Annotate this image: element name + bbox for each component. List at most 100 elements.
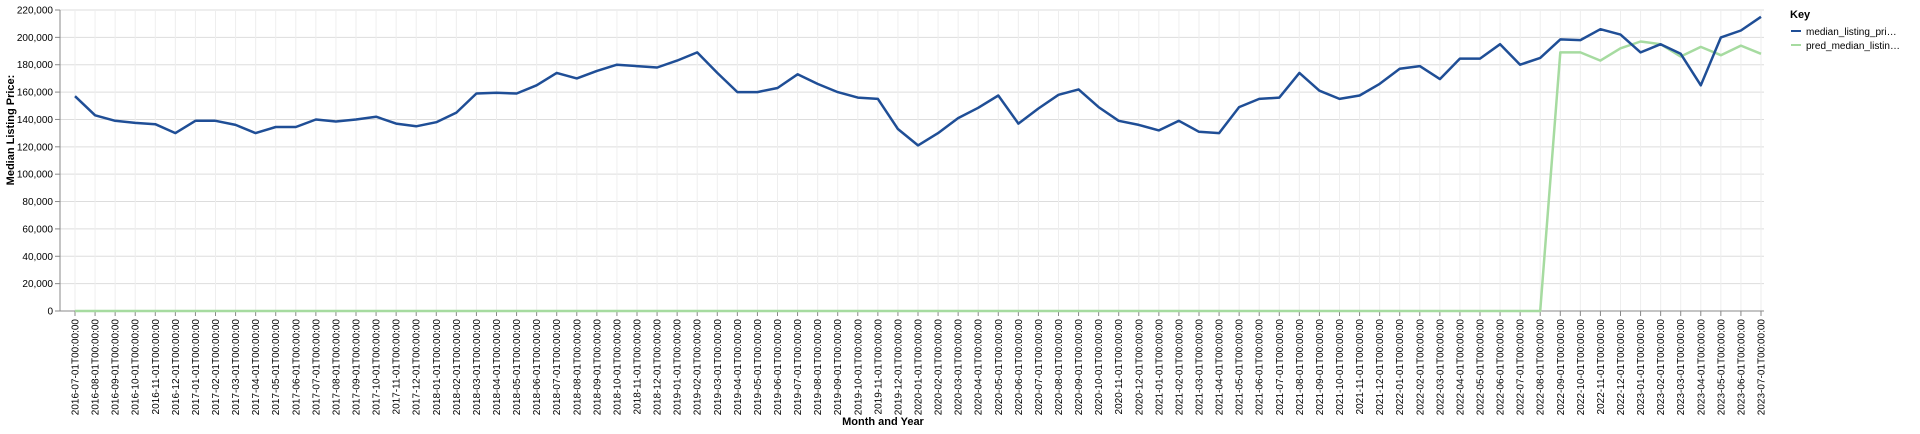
- legend-title: Key: [1790, 9, 1811, 21]
- x-axis: 2016-07-01T00:00:00 2016-08-01T00:00:00 20…: [60, 310, 1768, 416]
- x-tick-label: 2017-10-01T00:00:00: [372, 319, 383, 416]
- x-tick-label: 2020-12-01T00:00:00: [1134, 319, 1145, 416]
- grid-lines: [60, 9, 1764, 312]
- x-tick-label: 2017-06-01T00:00:00: [291, 319, 302, 416]
- x-tick-label: 2021-09-01T00:00:00: [1315, 319, 1326, 416]
- x-tick-label: 2020-08-01T00:00:00: [1054, 319, 1065, 416]
- x-axis-title: Month and Year: [842, 416, 924, 428]
- series-line-pred: [75, 40, 1762, 313]
- y-tick-label: 200,000: [17, 33, 54, 44]
- y-axis: 0 20,000 40,000 60,000 80,000 100,000 120,000 1…: [17, 6, 61, 318]
- x-tick-label: 2017-04-01T00:00:00: [251, 319, 262, 416]
- x-tick-label: 2022-10-01T00:00:00: [1576, 319, 1587, 416]
- y-tick-label: 160,000: [17, 88, 54, 99]
- x-tick-label: 2023-04-01T00:00:00: [1696, 319, 1707, 416]
- y-tick-label: 140,000: [17, 115, 54, 126]
- x-tick-label: 2021-02-01T00:00:00: [1174, 319, 1185, 416]
- x-tick-label: 2022-05-01T00:00:00: [1476, 319, 1487, 416]
- legend-label-median: median_listing_pri…: [1806, 27, 1897, 38]
- y-tick-label: 20,000: [22, 279, 53, 290]
- x-tick-label: 2019-03-01T00:00:00: [713, 319, 724, 416]
- x-tick-label: 2019-02-01T00:00:00: [693, 319, 704, 416]
- x-tick-label: 2020-10-01T00:00:00: [1094, 319, 1105, 416]
- x-tick-label: 2020-07-01T00:00:00: [1034, 319, 1045, 416]
- x-tick-label: 2021-12-01T00:00:00: [1375, 319, 1386, 416]
- x-tick-label: 2021-01-01T00:00:00: [1154, 319, 1165, 416]
- x-tick-label: 2019-04-01T00:00:00: [733, 319, 744, 416]
- x-tick-label: 2021-05-01T00:00:00: [1235, 319, 1246, 416]
- y-tick-label: 40,000: [22, 252, 53, 263]
- x-tick-label: 2017-05-01T00:00:00: [271, 319, 282, 416]
- x-tick-label: 2022-04-01T00:00:00: [1455, 319, 1466, 416]
- x-tick-label: 2016-10-01T00:00:00: [131, 319, 142, 416]
- x-tick-label: 2018-08-01T00:00:00: [572, 319, 583, 416]
- series-line-median: [74, 15, 1762, 147]
- x-tick-label: 2017-12-01T00:00:00: [412, 319, 423, 416]
- x-tick-label: 2023-05-01T00:00:00: [1716, 319, 1727, 416]
- y-tick-label: 80,000: [22, 197, 53, 208]
- y-tick-label: 120,000: [17, 142, 54, 153]
- y-tick-label: 0: [47, 307, 53, 318]
- x-tick-label: 2016-07-01T00:00:00: [71, 319, 82, 416]
- x-tick-label: 2016-08-01T00:00:00: [91, 319, 102, 416]
- x-tick-label: 2022-06-01T00:00:00: [1496, 319, 1507, 416]
- x-tick-label: 2018-03-01T00:00:00: [472, 319, 483, 416]
- x-tick-label: 2022-09-01T00:00:00: [1556, 319, 1567, 416]
- x-tick-label: 2021-04-01T00:00:00: [1215, 319, 1226, 416]
- x-tick-label: 2021-08-01T00:00:00: [1295, 319, 1306, 416]
- x-tick-label: 2020-03-01T00:00:00: [954, 319, 965, 416]
- x-tick-label: 2018-09-01T00:00:00: [592, 319, 603, 416]
- x-tick-label: 2020-02-01T00:00:00: [934, 319, 945, 416]
- x-tick-label: 2016-11-01T00:00:00: [151, 319, 162, 415]
- x-tick-label: 2019-06-01T00:00:00: [773, 319, 784, 416]
- x-tick-label: 2017-01-01T00:00:00: [191, 319, 202, 416]
- legend-label-pred: pred_median_listin…: [1806, 41, 1900, 52]
- x-tick-label: 2021-11-01T00:00:00: [1355, 319, 1366, 415]
- x-tick-label: 2019-12-01T00:00:00: [893, 319, 904, 416]
- y-tick-label: 100,000: [17, 170, 54, 181]
- x-tick-label: 2016-12-01T00:00:00: [171, 319, 182, 416]
- x-tick-label: 2019-07-01T00:00:00: [793, 319, 804, 416]
- x-tick-label: 2021-10-01T00:00:00: [1335, 319, 1346, 416]
- x-tick-label: 2023-02-01T00:00:00: [1656, 319, 1667, 416]
- x-tick-label: 2017-03-01T00:00:00: [231, 319, 242, 416]
- x-tick-label: 2020-04-01T00:00:00: [974, 319, 985, 416]
- y-tick-label: 220,000: [17, 6, 54, 17]
- x-tick-label: 2018-11-01T00:00:00: [633, 319, 644, 415]
- x-tick-label: 2017-09-01T00:00:00: [352, 319, 363, 416]
- x-tick-label: 2017-02-01T00:00:00: [211, 319, 222, 416]
- x-tick-label: 2018-02-01T00:00:00: [452, 319, 463, 416]
- x-tick-label: 2019-08-01T00:00:00: [813, 319, 824, 416]
- x-tick-label: 2019-05-01T00:00:00: [753, 319, 764, 416]
- x-tick-label: 2019-10-01T00:00:00: [853, 319, 864, 416]
- legend: Key median_listing_pri… pred_median_list…: [1790, 9, 1900, 52]
- x-tick-label: 2020-05-01T00:00:00: [994, 319, 1005, 416]
- x-tick-label: 2022-03-01T00:00:00: [1435, 319, 1446, 416]
- x-tick-label: 2023-07-01T00:00:00: [1757, 319, 1768, 416]
- x-tick-label: 2022-12-01T00:00:00: [1616, 319, 1627, 416]
- x-tick-label: 2018-01-01T00:00:00: [432, 319, 443, 416]
- series-lines: [74, 15, 1762, 313]
- x-tick-label: 2020-09-01T00:00:00: [1074, 319, 1085, 416]
- x-tick-label: 2021-06-01T00:00:00: [1255, 319, 1266, 416]
- x-tick-label: 2019-01-01T00:00:00: [673, 319, 684, 416]
- x-tick-label: 2023-06-01T00:00:00: [1736, 319, 1747, 416]
- x-tick-label: 2020-01-01T00:00:00: [914, 319, 925, 416]
- y-tick-label: 180,000: [17, 60, 54, 71]
- x-tick-label: 2022-11-01T00:00:00: [1596, 319, 1607, 415]
- x-tick-label: 2018-10-01T00:00:00: [612, 319, 623, 416]
- x-tick-label: 2017-08-01T00:00:00: [331, 319, 342, 416]
- x-tick-label: 2022-07-01T00:00:00: [1516, 319, 1527, 416]
- x-tick-label: 2021-03-01T00:00:00: [1195, 319, 1206, 416]
- x-tick-label: 2016-09-01T00:00:00: [111, 319, 122, 416]
- x-tick-label: 2017-11-01T00:00:00: [392, 319, 403, 415]
- x-tick-label: 2018-06-01T00:00:00: [532, 319, 543, 416]
- x-tick-label: 2022-08-01T00:00:00: [1536, 319, 1547, 416]
- x-tick-label: 2018-04-01T00:00:00: [492, 319, 503, 416]
- x-tick-label: 2018-12-01T00:00:00: [653, 319, 664, 416]
- x-tick-label: 2023-03-01T00:00:00: [1676, 319, 1687, 416]
- y-axis-title: Median Listing Price:: [5, 75, 17, 186]
- x-tick-label: 2019-09-01T00:00:00: [833, 319, 844, 416]
- x-tick-label: 2020-11-01T00:00:00: [1114, 319, 1125, 415]
